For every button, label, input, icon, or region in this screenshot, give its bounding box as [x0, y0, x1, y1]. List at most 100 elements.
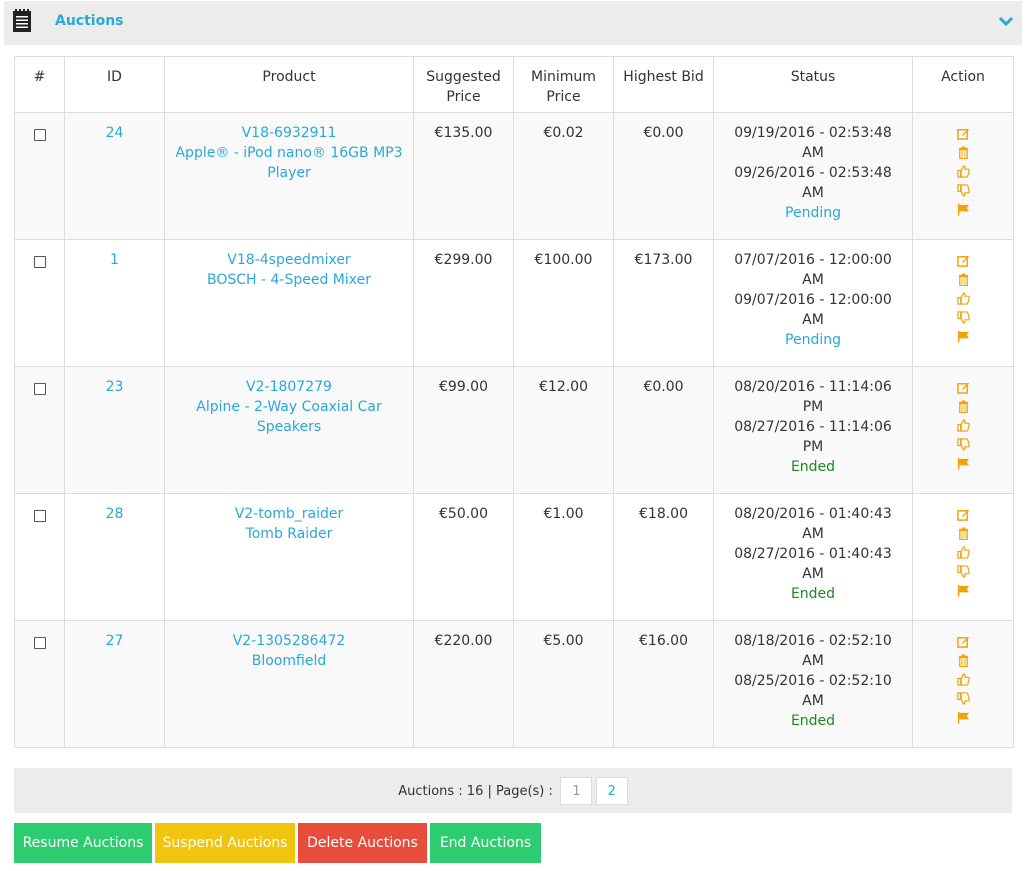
action-icons [943, 254, 983, 349]
action-cell [912, 620, 1014, 748]
row-checkbox[interactable] [33, 510, 46, 522]
thumbs-down-icon[interactable] [956, 692, 970, 705]
thumbs-up-icon[interactable] [956, 546, 970, 559]
action-cell [912, 112, 1014, 240]
minimum-price-cell: €100.00 [513, 239, 614, 367]
auction-id-link[interactable]: 27 [105, 633, 124, 649]
edit-icon[interactable] [956, 508, 970, 521]
table-row: 23 V2-1807279 Alpine - 2-Way Coaxial Car S… [14, 366, 1014, 494]
resume-auctions-button[interactable]: Resume Auctions [14, 823, 152, 863]
minimum-price-cell: €1.00 [513, 493, 614, 621]
col-header-action: Action [912, 56, 1014, 113]
col-header-suggested-price: Suggested Price [413, 56, 514, 113]
pagination-bar: Auctions : 16 | Page(s) : 1 2 [14, 768, 1012, 813]
page-1-button[interactable]: 1 [560, 777, 593, 805]
notepad-icon [13, 9, 31, 32]
delete-auctions-button[interactable]: Delete Auctions [298, 823, 427, 863]
product-cell: V2-1305286472 Bloomfield [164, 620, 414, 748]
product-cell: V2-tomb_raider Tomb Raider [164, 493, 414, 621]
start-date: 09/19/2016 - 02:53:48 AM [734, 125, 892, 161]
product-cell: V18-4speedmixer BOSCH - 4-Speed Mixer [164, 239, 414, 367]
end-auctions-button[interactable]: End Auctions [430, 823, 541, 863]
edit-icon[interactable] [956, 254, 970, 267]
id-cell: 27 [64, 620, 165, 748]
col-header-id: ID [64, 56, 165, 113]
highest-bid-cell: €173.00 [613, 239, 714, 367]
id-cell: 24 [64, 112, 165, 240]
auction-id-link[interactable]: 23 [105, 379, 124, 395]
edit-icon[interactable] [956, 127, 970, 140]
end-date: 08/27/2016 - 11:14:06 PM [734, 419, 892, 455]
select-cell [14, 493, 65, 621]
thumbs-up-icon[interactable] [956, 165, 970, 178]
table-header-row: # ID Product Suggested Price Minimum Price… [14, 56, 1014, 113]
suggested-price-cell: €99.00 [413, 366, 514, 494]
auction-id-link[interactable]: 1 [110, 252, 119, 268]
product-sku-link[interactable]: V2-tomb_raider [234, 506, 344, 522]
trash-icon[interactable] [957, 146, 970, 159]
edit-icon[interactable] [956, 381, 970, 394]
thumbs-up-icon[interactable] [956, 419, 970, 432]
table-row: 1 V18-4speedmixer BOSCH - 4-Speed Mixer €29… [14, 239, 1014, 367]
thumbs-down-icon[interactable] [956, 438, 970, 451]
action-icons [943, 508, 983, 603]
col-header-minimum-price: Minimum Price [513, 56, 614, 113]
status-cell: 08/20/2016 - 11:14:06 PM 08/27/2016 - 11:… [713, 366, 913, 494]
status-cell: 08/18/2016 - 02:52:10 AM 08/25/2016 - 02:… [713, 620, 913, 748]
action-cell [912, 366, 1014, 494]
flag-icon[interactable] [957, 330, 970, 343]
thumbs-up-icon[interactable] [956, 292, 970, 305]
row-checkbox[interactable] [33, 383, 46, 395]
action-icons [943, 381, 983, 476]
flag-icon[interactable] [957, 203, 970, 216]
action-cell [912, 239, 1014, 367]
thumbs-down-icon[interactable] [956, 565, 970, 578]
product-name-link[interactable]: BOSCH - 4-Speed Mixer [206, 272, 371, 288]
product-sku-link[interactable]: V18-4speedmixer [227, 252, 351, 268]
action-icons [943, 635, 983, 730]
product-name-link[interactable]: Alpine - 2-Way Coaxial Car Speakers [196, 399, 382, 435]
flag-icon[interactable] [957, 584, 970, 597]
pagination-label: Auctions : 16 | Page(s) : [398, 783, 553, 799]
thumbs-down-icon[interactable] [956, 184, 970, 197]
action-cell [912, 493, 1014, 621]
col-header-minimum-line1: Minimum [531, 69, 596, 85]
thumbs-up-icon[interactable] [956, 673, 970, 686]
product-sku-link[interactable]: V2-1807279 [246, 379, 332, 395]
product-name-link[interactable]: Bloomfield [251, 653, 327, 669]
status-cell: 09/19/2016 - 02:53:48 AM 09/26/2016 - 02:… [713, 112, 913, 240]
trash-icon[interactable] [957, 273, 970, 286]
status-badge: Pending [785, 205, 841, 221]
start-date: 07/07/2016 - 12:00:00 AM [734, 252, 892, 288]
page-2-button[interactable]: 2 [595, 777, 628, 805]
product-sku-link[interactable]: V2-1305286472 [232, 633, 346, 649]
product-sku-link[interactable]: V18-6932911 [241, 125, 337, 141]
flag-icon[interactable] [957, 457, 970, 470]
edit-icon[interactable] [956, 635, 970, 648]
trash-icon[interactable] [957, 527, 970, 540]
minimum-price-cell: €0.02 [513, 112, 614, 240]
suggested-price-cell: €299.00 [413, 239, 514, 367]
panel-header: Auctions [4, 1, 1022, 45]
table-row: 27 V2-1305286472 Bloomfield €220.00 €5.00 €16… [14, 620, 1014, 748]
chevron-down-icon[interactable] [998, 15, 1014, 27]
col-header-highest-bid: Highest Bid [613, 56, 714, 113]
minimum-price-cell: €12.00 [513, 366, 614, 494]
trash-icon[interactable] [957, 654, 970, 667]
table-row: 24 V18-6932911 Apple® - iPod nano® 16GB MP… [14, 112, 1014, 240]
thumbs-down-icon[interactable] [956, 311, 970, 324]
row-checkbox[interactable] [33, 256, 46, 268]
flag-icon[interactable] [957, 711, 970, 724]
row-checkbox[interactable] [33, 637, 46, 649]
product-name-link[interactable]: Tomb Raider [245, 526, 333, 542]
product-name-link[interactable]: Apple® - iPod nano® 16GB MP3 Player [175, 145, 403, 181]
row-checkbox[interactable] [33, 129, 46, 141]
col-header-status: Status [713, 56, 913, 113]
start-date: 08/20/2016 - 11:14:06 PM [734, 379, 892, 415]
product-cell: V2-1807279 Alpine - 2-Way Coaxial Car Spe… [164, 366, 414, 494]
product-cell: V18-6932911 Apple® - iPod nano® 16GB MP3 … [164, 112, 414, 240]
suspend-auctions-button[interactable]: Suspend Auctions [155, 823, 295, 863]
auction-id-link[interactable]: 28 [105, 506, 124, 522]
auction-id-link[interactable]: 24 [105, 125, 124, 141]
trash-icon[interactable] [957, 400, 970, 413]
